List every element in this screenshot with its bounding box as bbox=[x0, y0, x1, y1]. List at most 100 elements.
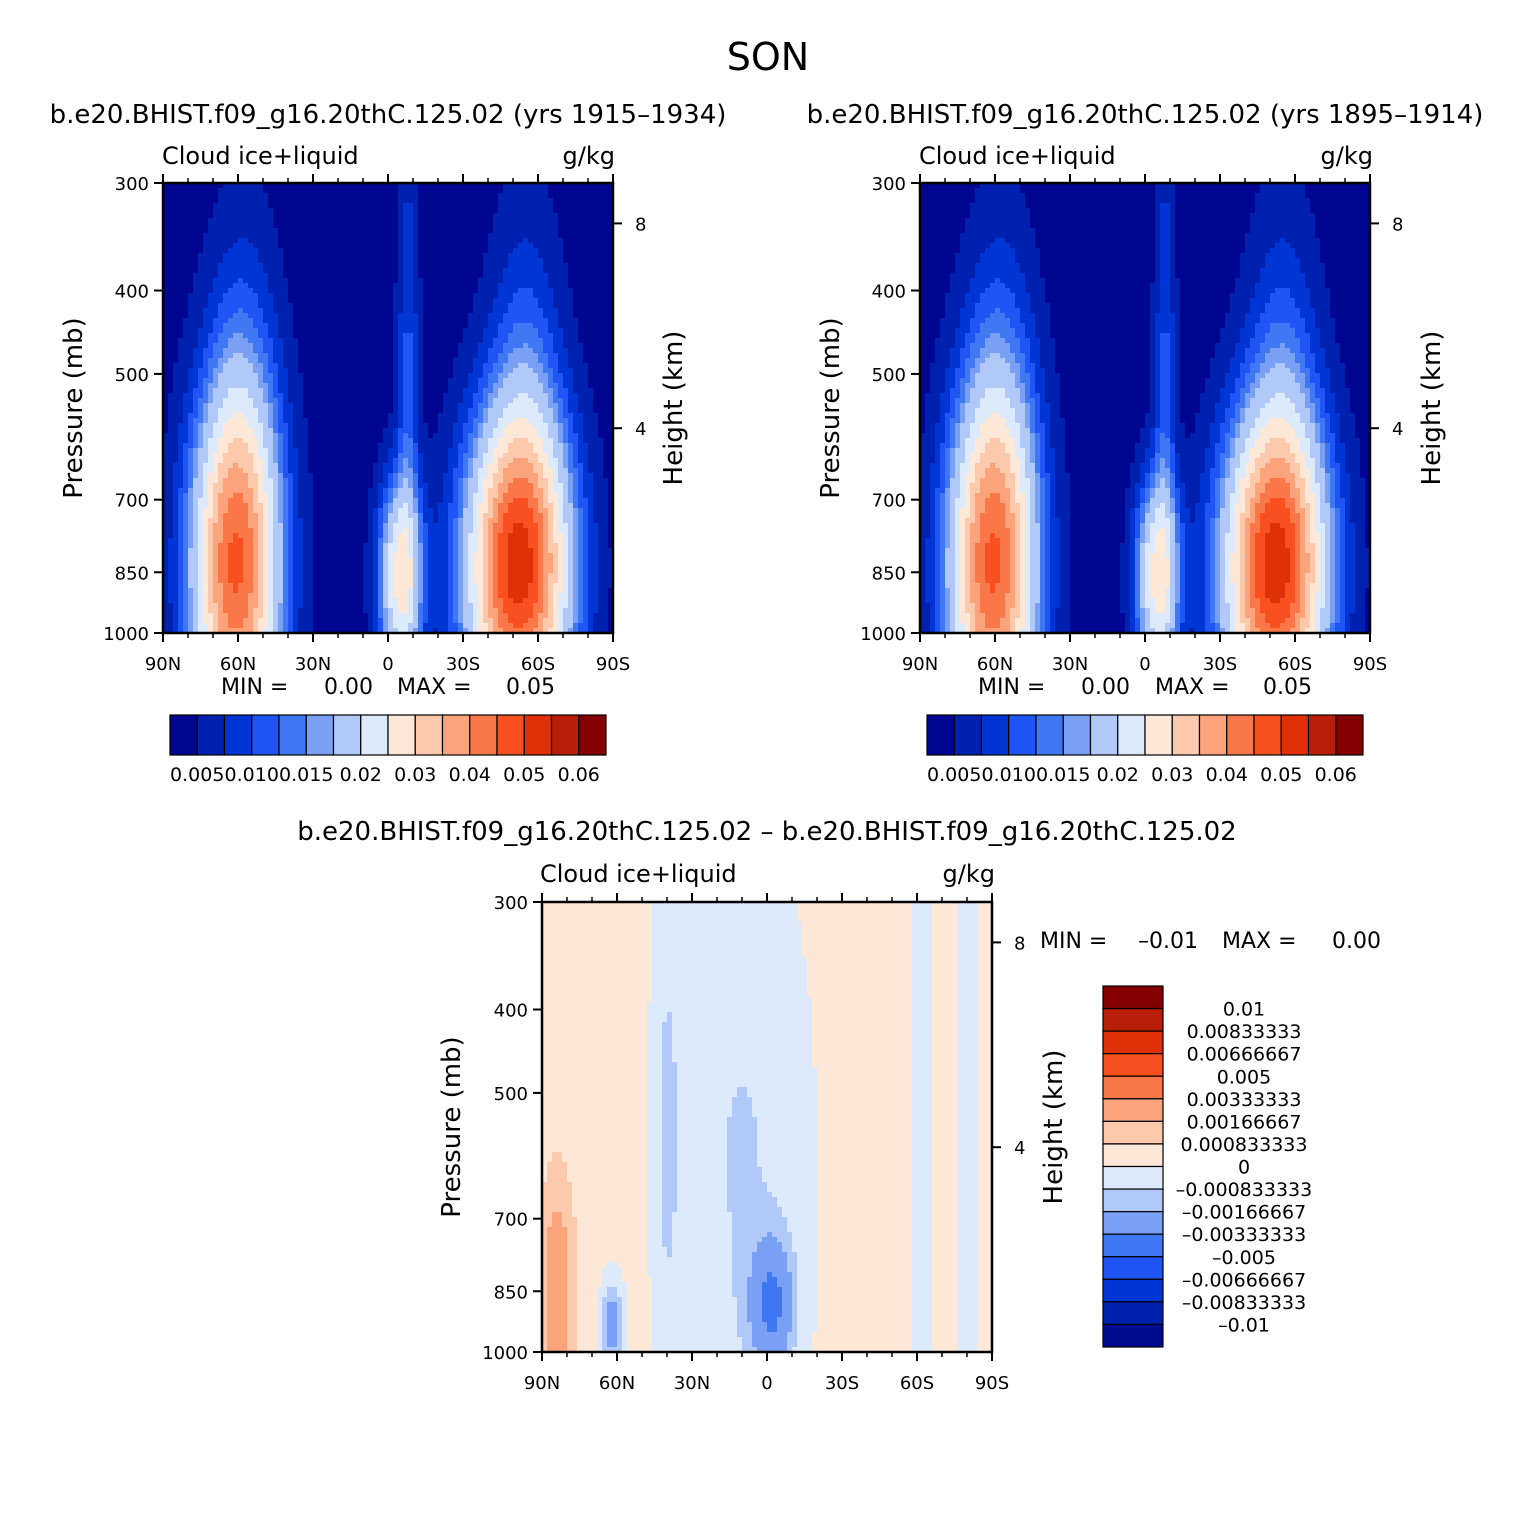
field-cell bbox=[273, 383, 279, 389]
field-cell bbox=[353, 423, 359, 429]
field-cell bbox=[563, 318, 569, 324]
field-cell bbox=[533, 338, 539, 344]
field-cell bbox=[273, 263, 279, 269]
field-cell bbox=[478, 233, 484, 239]
field-cell bbox=[198, 438, 204, 444]
field-cell bbox=[178, 313, 184, 319]
field-cell bbox=[533, 378, 539, 384]
field-cell bbox=[293, 273, 299, 279]
field-cell bbox=[208, 288, 214, 294]
field-cell bbox=[278, 368, 284, 374]
field-cell bbox=[343, 188, 349, 194]
field-cell bbox=[248, 218, 254, 224]
field-cell bbox=[473, 208, 479, 214]
field-cell bbox=[438, 343, 444, 349]
field-cell bbox=[308, 243, 314, 249]
field-cell bbox=[288, 258, 294, 264]
field-cell bbox=[388, 318, 394, 324]
field-cell bbox=[593, 263, 599, 269]
field-cell bbox=[233, 403, 239, 409]
field-cell bbox=[258, 358, 264, 364]
field-cell bbox=[548, 308, 554, 314]
field-cell bbox=[383, 248, 389, 254]
field-cell bbox=[248, 283, 254, 289]
field-cell bbox=[568, 333, 574, 339]
field-cell bbox=[553, 448, 559, 454]
field-cell bbox=[298, 238, 304, 244]
field-cell bbox=[373, 378, 379, 384]
field-cell bbox=[488, 438, 494, 444]
field-cell bbox=[608, 358, 614, 364]
field-cell bbox=[443, 378, 449, 384]
field-cell bbox=[213, 458, 219, 464]
field-cell bbox=[458, 278, 464, 284]
field-cell bbox=[213, 188, 219, 194]
field-cell bbox=[178, 248, 184, 254]
field-cell bbox=[418, 338, 424, 344]
field-cell bbox=[368, 198, 374, 204]
field-cell bbox=[543, 258, 549, 264]
field-cell bbox=[553, 373, 559, 379]
field-cell bbox=[488, 293, 494, 299]
field-cell bbox=[368, 208, 374, 214]
field-cell bbox=[473, 278, 479, 284]
field-cell bbox=[533, 298, 539, 304]
field-cell bbox=[553, 368, 559, 374]
field-cell bbox=[558, 358, 564, 364]
field-cell bbox=[283, 263, 289, 269]
field-cell bbox=[278, 223, 284, 229]
field-cell bbox=[223, 338, 229, 344]
field-cell bbox=[303, 363, 309, 369]
field-cell bbox=[313, 298, 319, 304]
field-cell bbox=[543, 438, 549, 444]
field-cell bbox=[193, 398, 199, 404]
field-cell bbox=[458, 403, 464, 409]
field-cell bbox=[408, 368, 414, 374]
field-cell bbox=[503, 233, 509, 239]
field-cell bbox=[198, 443, 204, 449]
field-cell bbox=[473, 403, 479, 409]
field-cell bbox=[293, 223, 299, 229]
field-cell bbox=[598, 418, 604, 424]
field-cell bbox=[603, 338, 609, 344]
field-cell bbox=[503, 208, 509, 214]
field-cell bbox=[303, 188, 309, 194]
field-cell bbox=[528, 373, 534, 379]
field-cell bbox=[543, 323, 549, 329]
field-cell bbox=[578, 403, 584, 409]
field-cell bbox=[458, 383, 464, 389]
field-cell bbox=[248, 348, 254, 354]
field-cell bbox=[588, 243, 594, 249]
field-cell bbox=[543, 428, 549, 434]
field-cell bbox=[348, 388, 354, 394]
field-cell bbox=[528, 413, 534, 419]
field-cell bbox=[368, 228, 374, 234]
field-cell bbox=[338, 388, 344, 394]
field-cell bbox=[178, 388, 184, 394]
field-cell bbox=[558, 288, 564, 294]
field-cell bbox=[378, 193, 384, 199]
field-cell bbox=[488, 318, 494, 324]
field-cell bbox=[508, 438, 514, 444]
field-cell bbox=[368, 413, 374, 419]
field-cell bbox=[583, 218, 589, 224]
field-cell bbox=[228, 248, 234, 254]
field-cell bbox=[543, 328, 549, 334]
field-cell bbox=[228, 233, 234, 239]
field-cell bbox=[288, 328, 294, 334]
field-cell bbox=[263, 403, 269, 409]
field-cell bbox=[408, 283, 414, 289]
field-cell bbox=[453, 408, 459, 414]
field-cell bbox=[413, 403, 419, 409]
field-cell bbox=[498, 418, 504, 424]
field-cell bbox=[553, 298, 559, 304]
field-cell bbox=[323, 343, 329, 349]
field-cell bbox=[568, 203, 574, 209]
field-cell bbox=[373, 208, 379, 214]
field-cell bbox=[398, 203, 404, 209]
field-cell bbox=[308, 198, 314, 204]
field-cell bbox=[283, 183, 289, 189]
field-cell bbox=[413, 353, 419, 359]
field-cell bbox=[543, 403, 549, 409]
field-cell bbox=[583, 343, 589, 349]
